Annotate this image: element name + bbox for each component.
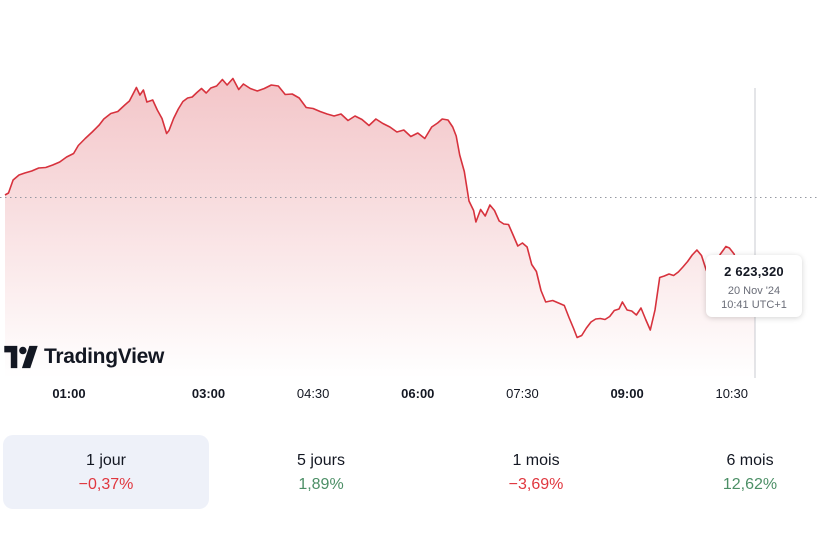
price-chart[interactable]: 01:00 03:00 04:30 06:00 07:30 09:00 10:30 [0,0,819,410]
tradingview-logo-icon [4,345,38,369]
tab-change: −3,69% [508,476,564,493]
tab-label: 5 jours [296,452,346,469]
tab-label: 1 jour [85,452,127,469]
tab-change: 12,62% [722,476,778,493]
tab-label: 1 mois [512,452,560,469]
tab-1-mois[interactable]: 1 mois −3,69% [433,435,639,509]
tab-change: −0,37% [78,476,134,493]
tradingview-logo[interactable]: TradingView [4,344,164,370]
x-tick-label: 10:30 [715,386,748,401]
x-tick-label: 09:00 [610,386,643,401]
tooltip-time: 10:41 UTC+1 [721,299,787,311]
x-tick-label: 04:30 [297,386,330,401]
x-tick-label: 07:30 [506,386,539,401]
tradingview-logo-text: TradingView [44,345,165,368]
x-tick-label: 01:00 [52,386,85,401]
price-line [4,77,756,339]
price-area-fill [5,78,755,378]
tab-label: 6 mois [726,452,774,469]
x-axis: 01:00 03:00 04:30 06:00 07:30 09:00 10:30 [52,386,748,401]
price-tooltip: 2 623,320 20 Nov '24 10:41 UTC+1 [706,255,802,317]
tab-6-mois[interactable]: 6 mois 12,62% [647,435,819,509]
tooltip-value: 2 623,320 [724,264,784,279]
x-tick-label: 06:00 [401,386,434,401]
tooltip-date: 20 Nov '24 [727,285,781,297]
period-tabs: 1 jour −0,37% 5 jours 1,89% 1 mois −3,69… [3,435,819,509]
tab-1-jour[interactable]: 1 jour −0,37% [3,435,209,509]
tab-change: 1,89% [298,476,344,493]
tab-5-jours[interactable]: 5 jours 1,89% [218,435,424,509]
x-tick-label: 03:00 [192,386,225,401]
